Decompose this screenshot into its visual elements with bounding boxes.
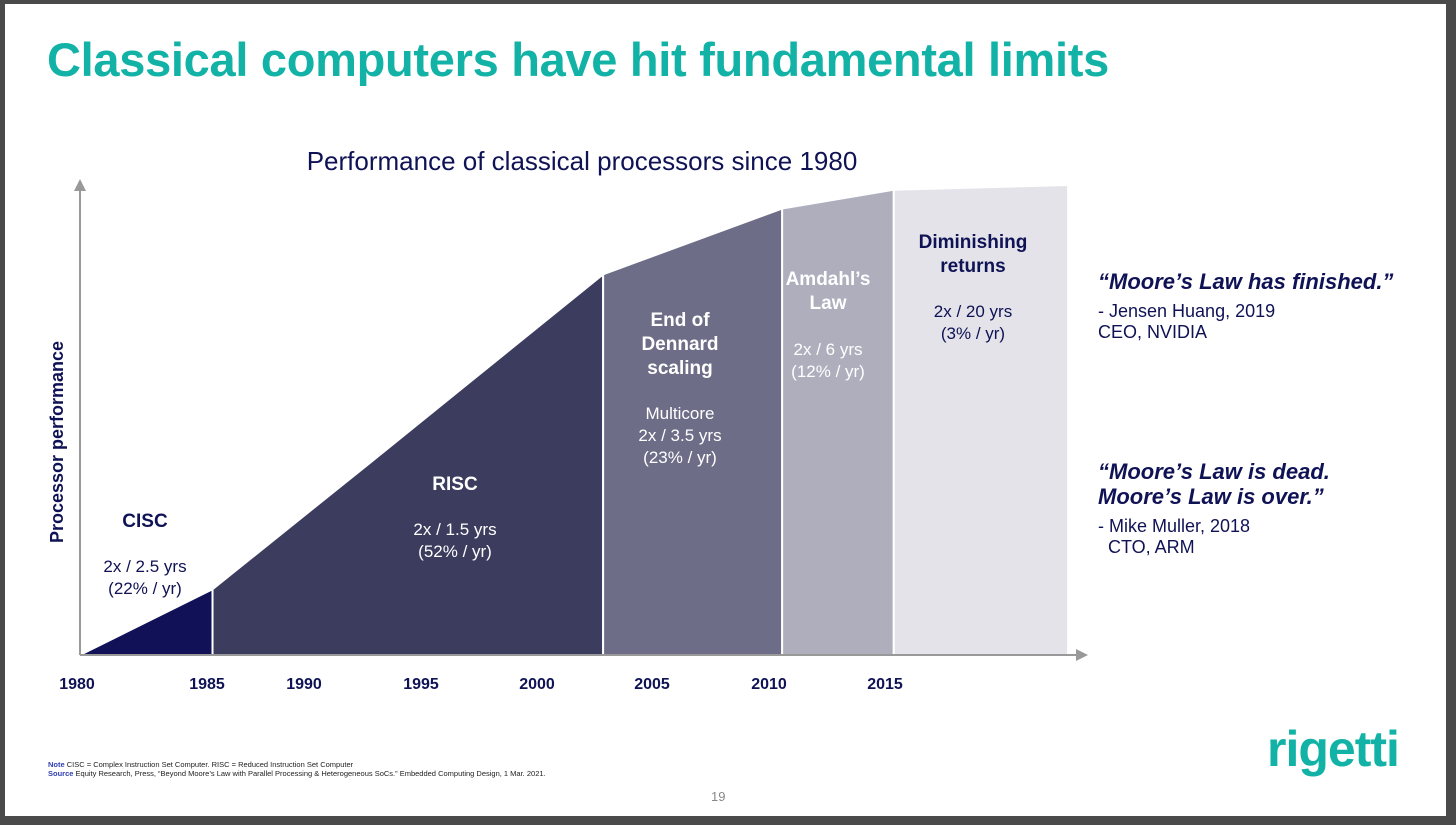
quote-mike-muller: “Moore’s Law is dead. Moore’s Law is ove… — [1098, 459, 1330, 558]
attribution-line: CEO, NVIDIA — [1098, 322, 1208, 342]
source-line: Source Equity Research, Press, “Beyond M… — [48, 769, 546, 778]
region-label-dennard: End of — [650, 310, 710, 331]
region-detail-diminishing: (3% / yr) — [941, 324, 1005, 343]
region-label-cisc: CISC — [122, 511, 168, 532]
attribution-line: CTO, ARM — [1098, 537, 1195, 557]
chart-title: Performance of classical processors sinc… — [307, 146, 858, 176]
region-detail-cisc: (22% / yr) — [108, 579, 182, 598]
quote-line: Moore’s Law is over.” — [1098, 484, 1324, 509]
slide: Classical computers have hit fundamental… — [5, 4, 1446, 816]
x-tick-label: 1995 — [403, 676, 439, 693]
footnotes: Note CISC = Complex Instruction Set Comp… — [48, 760, 546, 778]
x-tick-label: 2010 — [751, 676, 787, 693]
page-number: 19 — [711, 789, 726, 804]
note-text: CISC = Complex Instruction Set Computer.… — [64, 760, 354, 769]
region-risc — [211, 272, 605, 656]
performance-chart: Performance of classical processors sinc… — [47, 146, 1088, 693]
x-tick-label: 1990 — [286, 676, 322, 693]
y-axis-arrow — [74, 179, 86, 191]
quote-text: “Moore’s Law has finished.” — [1098, 269, 1393, 294]
x-tick-label: 1980 — [59, 676, 95, 693]
region-label-diminishing: Diminishing — [919, 232, 1028, 253]
y-axis-label: Processor performance — [47, 341, 67, 543]
source-text: Equity Research, Press, “Beyond Moore’s … — [73, 769, 546, 778]
region-label-dennard: scaling — [647, 358, 712, 379]
x-tick-label: 2000 — [519, 676, 555, 693]
x-tick-label: 2015 — [867, 676, 903, 693]
attribution-line: - Mike Muller, 2018 — [1098, 516, 1251, 536]
attribution-line: - Jensen Huang, 2019 — [1098, 301, 1276, 321]
region-detail-dennard: Multicore — [646, 404, 715, 423]
rigetti-logo: rigetti — [1267, 721, 1400, 777]
region-detail-dennard: (23% / yr) — [643, 448, 717, 467]
x-tick-label: 2005 — [634, 676, 670, 693]
region-detail-amdahl: 2x / 6 yrs — [794, 340, 863, 359]
region-amdahl — [781, 188, 895, 656]
quote-line: “Moore’s Law has finished.” — [1098, 269, 1394, 294]
quote-attribution: - Jensen Huang, 2019 CEO, NVIDIA — [1098, 301, 1393, 343]
region-label-risc: RISC — [432, 474, 478, 495]
region-label-amdahl: Law — [810, 293, 847, 314]
quote-text: “Moore’s Law is dead. Moore’s Law is ove… — [1098, 459, 1330, 509]
region-detail-amdahl: (12% / yr) — [791, 362, 865, 381]
region-detail-risc: (52% / yr) — [418, 542, 492, 561]
quote-line: “Moore’s Law is dead. — [1098, 459, 1330, 484]
source-label: Source — [48, 769, 74, 778]
region-detail-dennard: 2x / 3.5 yrs — [638, 426, 721, 445]
region-label-amdahl: Amdahl’s — [786, 269, 871, 290]
region-label-diminishing: returns — [940, 256, 1005, 277]
slide-title: Classical computers have hit fundamental… — [47, 33, 1109, 86]
note-label: Note — [48, 760, 65, 769]
x-axis-arrow — [1076, 649, 1088, 661]
note-line: Note CISC = Complex Instruction Set Comp… — [48, 760, 546, 769]
region-detail-cisc: 2x / 2.5 yrs — [103, 557, 186, 576]
region-detail-risc: 2x / 1.5 yrs — [413, 520, 496, 539]
region-detail-diminishing: 2x / 20 yrs — [934, 302, 1012, 321]
region-label-dennard: Dennard — [641, 334, 718, 355]
region-cisc — [79, 587, 214, 656]
quote-attribution: - Mike Muller, 2018 CTO, ARM — [1098, 516, 1330, 558]
quote-jensen-huang: “Moore’s Law has finished.” - Jensen Hua… — [1098, 269, 1393, 343]
x-tick-label: 1985 — [189, 676, 225, 693]
